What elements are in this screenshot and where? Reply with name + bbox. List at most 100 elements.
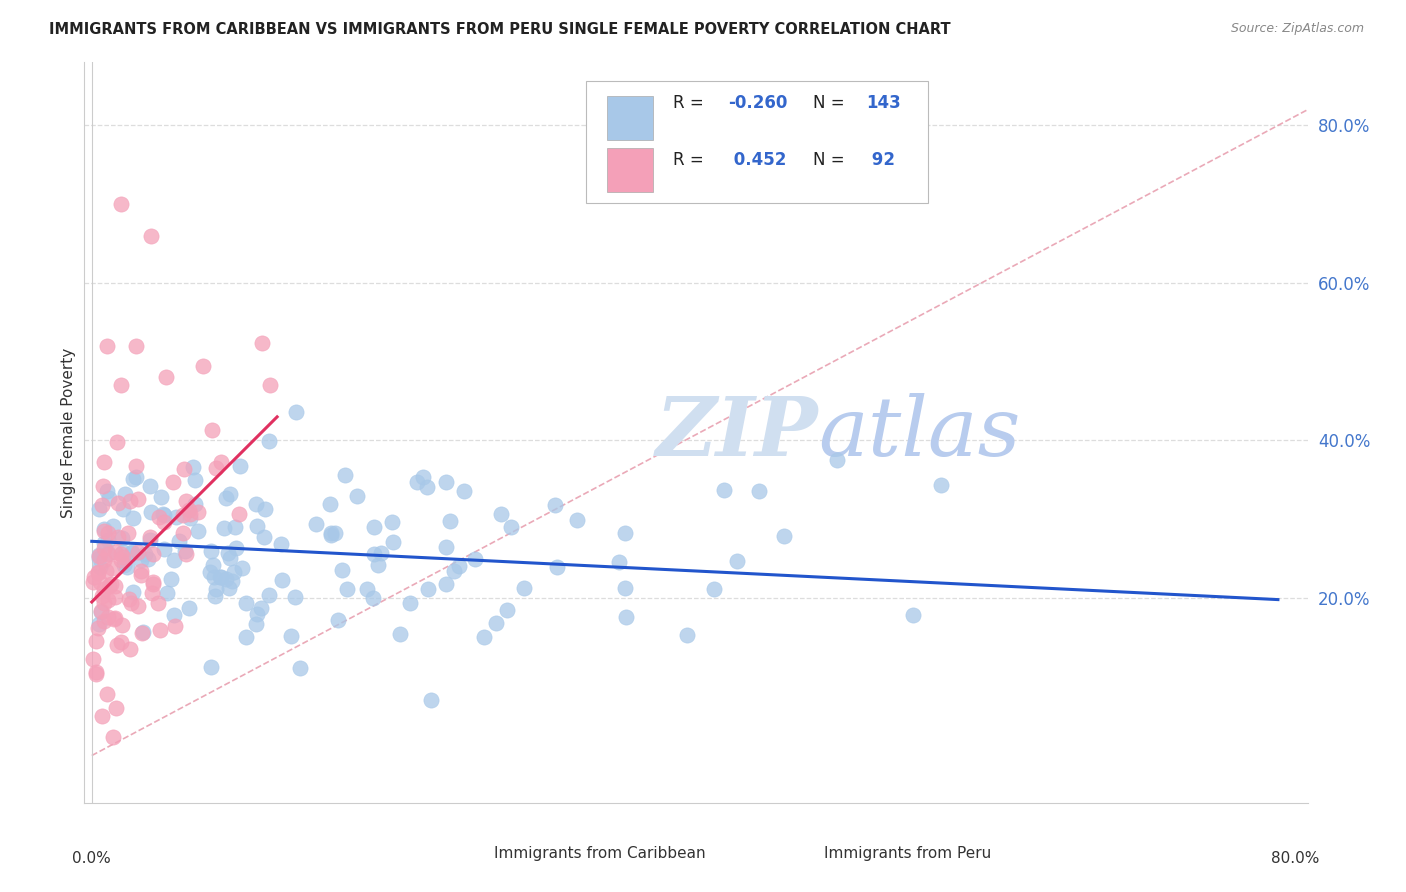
Point [363,519,385,533]
Text: R =: R = [672,151,709,169]
Point [250,336,273,351]
Point [163,607,186,622]
Point [235,631,257,645]
Point [91,589,114,603]
Text: R =: R = [672,95,709,112]
Text: 0.452: 0.452 [728,151,786,169]
Point [89,560,111,574]
Point [104,545,127,559]
Point [174,493,197,508]
Point [406,475,429,489]
Point [120,494,142,508]
Point [179,510,201,524]
Point [87,621,110,635]
Point [546,560,568,574]
Point [319,497,342,511]
Point [90,708,112,723]
Point [356,582,378,596]
Point [93,524,115,538]
Point [225,541,247,556]
Point [217,546,239,560]
Point [86,565,108,579]
Point [284,591,307,605]
Point [253,531,276,545]
Point [136,552,159,566]
Point [381,535,404,549]
Point [110,548,132,562]
Point [127,545,149,559]
Point [152,542,174,557]
Point [172,508,194,523]
Point [165,619,187,633]
Point [132,625,155,640]
Point [91,479,114,493]
FancyBboxPatch shape [606,147,654,192]
Point [218,581,240,595]
Point [200,660,222,674]
Point [205,460,228,475]
Point [398,596,420,610]
Point [162,475,184,490]
Point [321,526,343,541]
Point [224,520,246,534]
Point [209,569,232,583]
Point [177,503,200,517]
Point [139,530,162,544]
Point [336,582,359,596]
Point [129,567,152,582]
Point [149,623,172,637]
Point [90,605,112,619]
Point [513,582,536,596]
Point [121,511,143,525]
Point [245,497,267,511]
Point [105,435,128,450]
Point [89,502,111,516]
Point [288,661,311,675]
Point [416,480,439,494]
Point [97,592,120,607]
Point [187,505,209,519]
Point [825,452,848,467]
Point [219,551,242,566]
Point [96,687,118,701]
Text: 92: 92 [866,151,896,169]
Point [90,604,112,618]
Point [163,552,186,566]
FancyBboxPatch shape [586,81,928,203]
Point [725,554,748,568]
Point [125,458,148,473]
Point [84,633,107,648]
Point [280,629,302,643]
Point [146,596,169,610]
Point [367,558,389,572]
Point [259,378,281,392]
Point [361,591,384,605]
Point [129,553,152,567]
Point [209,569,232,583]
Point [496,603,519,617]
Point [93,535,115,549]
Text: -0.260: -0.260 [728,95,787,112]
Point [114,487,136,501]
FancyBboxPatch shape [451,841,488,870]
Point [179,507,201,521]
Point [245,617,267,632]
Point [127,491,149,506]
Point [87,549,110,563]
Point [330,563,353,577]
Point [98,579,121,593]
Point [447,559,470,574]
Point [148,510,170,524]
Point [87,566,110,581]
Point [200,543,222,558]
Point [112,545,135,559]
Point [439,514,461,528]
Text: 0.0%: 0.0% [72,851,111,866]
Point [929,478,952,492]
Point [212,521,235,535]
Point [177,600,200,615]
Point [191,359,214,374]
Point [464,552,486,566]
FancyBboxPatch shape [782,841,818,870]
Point [472,630,495,644]
